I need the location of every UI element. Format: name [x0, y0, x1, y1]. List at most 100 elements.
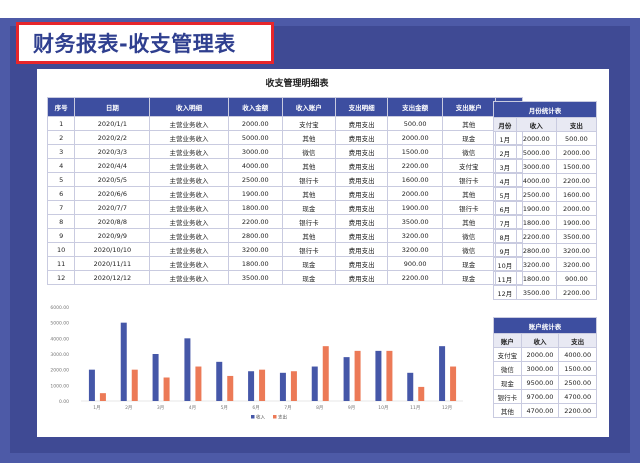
- detail-cell[interactable]: 主营业务收入: [149, 158, 229, 173]
- detail-cell[interactable]: 费用支出: [334, 116, 389, 131]
- detail-cell[interactable]: 3500.00: [387, 214, 443, 229]
- account-cell[interactable]: 2000.00: [520, 347, 560, 362]
- detail-cell[interactable]: 3200.00: [387, 242, 443, 257]
- detail-cell[interactable]: 银行卡: [441, 200, 496, 215]
- detail-cell[interactable]: 其他: [441, 186, 496, 201]
- detail-cell[interactable]: 3200.00: [387, 228, 443, 243]
- detail-cell[interactable]: 12: [46, 270, 76, 285]
- month-cell[interactable]: 10月: [493, 257, 517, 272]
- detail-cell[interactable]: 9: [46, 228, 76, 243]
- account-cell[interactable]: 4000.00: [558, 347, 597, 362]
- detail-cell[interactable]: 2020/6/6: [74, 186, 151, 201]
- account-cell[interactable]: 9500.00: [520, 375, 560, 390]
- month-cell[interactable]: 3200.00: [555, 257, 598, 272]
- detail-cell[interactable]: 其他: [281, 186, 336, 201]
- detail-cell[interactable]: 其他: [281, 130, 336, 145]
- month-cell[interactable]: 2200.00: [515, 229, 557, 244]
- month-cell[interactable]: 3000.00: [515, 159, 557, 174]
- detail-cell[interactable]: 现金: [441, 270, 496, 285]
- month-cell[interactable]: 2200.00: [555, 173, 598, 188]
- detail-cell[interactable]: 费用支出: [334, 256, 389, 271]
- month-cell[interactable]: 6月: [493, 201, 517, 216]
- month-cell[interactable]: 9月: [493, 243, 517, 258]
- detail-cell[interactable]: 2000.00: [227, 116, 283, 131]
- detail-cell[interactable]: 2800.00: [227, 228, 283, 243]
- detail-cell[interactable]: 1900.00: [387, 200, 443, 215]
- month-cell[interactable]: 2月: [493, 145, 517, 160]
- month-cell[interactable]: 7月: [493, 215, 517, 230]
- detail-cell[interactable]: 主营业务收入: [149, 256, 229, 271]
- detail-cell[interactable]: 11: [46, 256, 76, 271]
- month-cell[interactable]: 500.00: [555, 131, 598, 146]
- month-cell[interactable]: 5月: [493, 187, 517, 202]
- account-cell[interactable]: 2500.00: [558, 375, 597, 390]
- detail-cell[interactable]: 900.00: [387, 256, 443, 271]
- detail-cell[interactable]: 主营业务收入: [149, 116, 229, 131]
- detail-cell[interactable]: 现金: [281, 270, 336, 285]
- detail-cell[interactable]: 费用支出: [334, 172, 389, 187]
- detail-cell[interactable]: 8: [46, 214, 76, 229]
- detail-cell[interactable]: 1800.00: [227, 256, 283, 271]
- month-cell[interactable]: 1800.00: [515, 271, 557, 286]
- detail-cell[interactable]: 其他: [281, 228, 336, 243]
- detail-cell[interactable]: 7: [46, 200, 76, 215]
- detail-cell[interactable]: 2020/11/11: [74, 256, 151, 271]
- detail-cell[interactable]: 费用支出: [334, 270, 389, 285]
- detail-cell[interactable]: 2500.00: [227, 172, 283, 187]
- account-cell[interactable]: 现金: [493, 375, 522, 390]
- detail-cell[interactable]: 银行卡: [281, 242, 336, 257]
- detail-cell[interactable]: 2200.00: [387, 270, 443, 285]
- detail-cell[interactable]: 微信: [281, 144, 336, 159]
- account-cell[interactable]: 银行卡: [493, 389, 522, 404]
- month-cell[interactable]: 2000.00: [515, 131, 557, 146]
- detail-cell[interactable]: 3200.00: [227, 242, 283, 257]
- month-cell[interactable]: 1900.00: [555, 215, 598, 230]
- month-cell[interactable]: 1月: [493, 131, 517, 146]
- detail-cell[interactable]: 费用支出: [334, 130, 389, 145]
- detail-cell[interactable]: 费用支出: [334, 228, 389, 243]
- month-cell[interactable]: 3200.00: [555, 243, 598, 258]
- detail-cell[interactable]: 其他: [281, 158, 336, 173]
- month-cell[interactable]: 2500.00: [515, 187, 557, 202]
- detail-cell[interactable]: 5: [46, 172, 76, 187]
- detail-cell[interactable]: 银行卡: [281, 172, 336, 187]
- detail-cell[interactable]: 其他: [441, 214, 496, 229]
- detail-cell[interactable]: 银行卡: [441, 172, 496, 187]
- detail-cell[interactable]: 5000.00: [227, 130, 283, 145]
- account-cell[interactable]: 4700.00: [558, 389, 597, 404]
- month-cell[interactable]: 3500.00: [515, 285, 557, 300]
- detail-cell[interactable]: 2020/2/2: [74, 130, 151, 145]
- month-cell[interactable]: 3月: [493, 159, 517, 174]
- detail-cell[interactable]: 1: [46, 116, 76, 131]
- detail-cell[interactable]: 4: [46, 158, 76, 173]
- detail-cell[interactable]: 2020/12/12: [74, 270, 151, 285]
- detail-cell[interactable]: 2020/1/1: [74, 116, 151, 131]
- detail-cell[interactable]: 2020/4/4: [74, 158, 151, 173]
- detail-cell[interactable]: 支付宝: [281, 116, 336, 131]
- detail-cell[interactable]: 主营业务收入: [149, 186, 229, 201]
- month-cell[interactable]: 1600.00: [555, 187, 598, 202]
- detail-cell[interactable]: 现金: [441, 130, 496, 145]
- detail-cell[interactable]: 费用支出: [334, 200, 389, 215]
- account-cell[interactable]: 3000.00: [520, 361, 560, 376]
- detail-cell[interactable]: 其他: [441, 116, 496, 131]
- account-cell[interactable]: 微信: [493, 361, 522, 376]
- detail-cell[interactable]: 支付宝: [441, 158, 496, 173]
- month-cell[interactable]: 3200.00: [515, 257, 557, 272]
- detail-cell[interactable]: 2020/5/5: [74, 172, 151, 187]
- detail-cell[interactable]: 主营业务收入: [149, 200, 229, 215]
- detail-cell[interactable]: 现金: [281, 256, 336, 271]
- month-cell[interactable]: 2000.00: [555, 145, 598, 160]
- detail-cell[interactable]: 银行卡: [281, 214, 336, 229]
- detail-cell[interactable]: 费用支出: [334, 242, 389, 257]
- detail-cell[interactable]: 现金: [441, 256, 496, 271]
- detail-cell[interactable]: 现金: [281, 200, 336, 215]
- detail-cell[interactable]: 2020/10/10: [74, 242, 151, 257]
- account-cell[interactable]: 支付宝: [493, 347, 522, 362]
- detail-cell[interactable]: 微信: [441, 242, 496, 257]
- detail-cell[interactable]: 2020/7/7: [74, 200, 151, 215]
- month-cell[interactable]: 1500.00: [555, 159, 598, 174]
- month-cell[interactable]: 900.00: [555, 271, 598, 286]
- detail-cell[interactable]: 4000.00: [227, 158, 283, 173]
- month-cell[interactable]: 1800.00: [515, 215, 557, 230]
